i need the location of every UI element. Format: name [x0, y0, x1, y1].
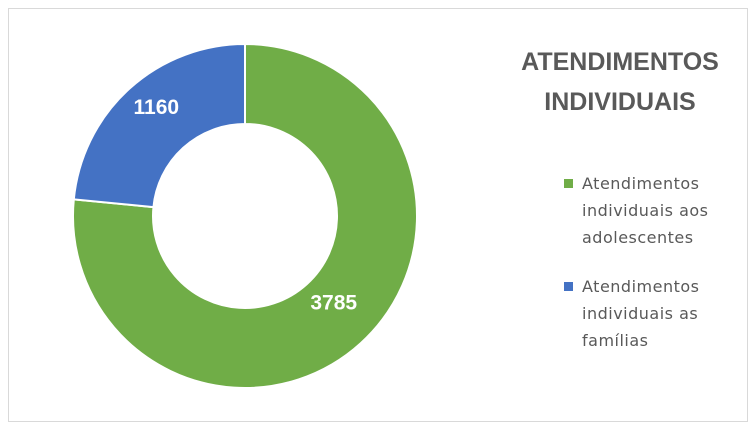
legend: Atendimentos individuais aos adolescente… [560, 170, 745, 376]
legend-item: Atendimentos individuais aos adolescente… [560, 170, 745, 251]
chart-frame [8, 8, 748, 422]
legend-swatch [564, 179, 573, 188]
legend-item: Atendimentos individuais as famílias [560, 273, 745, 354]
data-label: 1160 [134, 96, 180, 119]
slice [72, 42, 246, 209]
legend-label: Atendimentos individuais aos adolescente… [582, 174, 709, 247]
data-label: 3785 [310, 291, 357, 314]
slice [72, 42, 418, 389]
legend-swatch [564, 282, 573, 291]
chart-title: ATENDIMENTOS INDIVIDUAIS [521, 48, 719, 116]
legend-label: Atendimentos individuais as famílias [582, 277, 700, 350]
